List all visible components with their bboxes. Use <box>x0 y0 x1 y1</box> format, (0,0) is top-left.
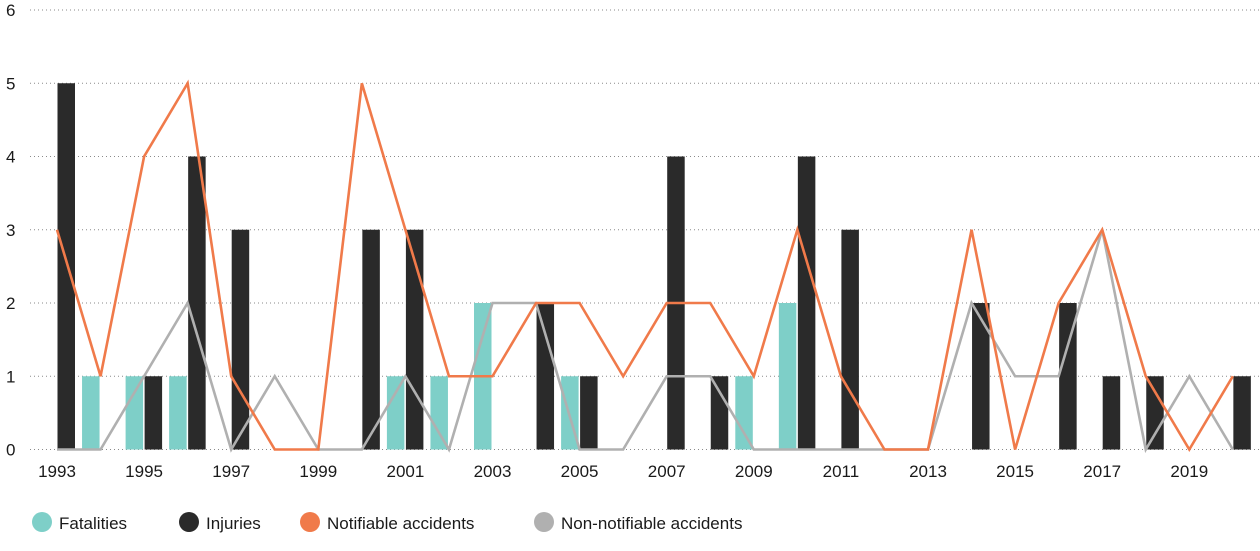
x-tick-label: 2009 <box>735 462 773 481</box>
bar-injuries-2018 <box>1146 376 1164 450</box>
bar-injuries-2005 <box>580 376 598 450</box>
x-tick-label: 2011 <box>823 462 860 481</box>
y-tick-label: 4 <box>6 148 15 167</box>
bar-injuries-2017 <box>1102 376 1121 450</box>
x-tick-label: 2007 <box>648 462 686 481</box>
y-tick-label: 2 <box>6 294 15 313</box>
bar-injuries-2000 <box>362 229 380 450</box>
bar-injuries-2020 <box>1233 376 1251 450</box>
bar-injuries-1997 <box>231 229 250 450</box>
y-tick-label: 1 <box>6 367 15 386</box>
legend: Fatalities Injuries Notifiable accidents No… <box>32 512 742 533</box>
bar-injuries-2011 <box>841 229 859 450</box>
bar-fatalities-2002 <box>430 376 448 450</box>
x-tick-label: 2017 <box>1083 462 1121 481</box>
notifiable-accidentsline <box>55 79 1234 453</box>
legend-marker <box>32 512 52 532</box>
x-tick-label: 1993 <box>38 462 76 481</box>
bar-injuries-2004 <box>536 303 555 450</box>
bar-fatalities-2001 <box>386 376 405 450</box>
legend-marker <box>179 512 199 532</box>
legend-label: Non-notifiable accidents <box>561 514 742 533</box>
bar-injuries-2016 <box>1059 303 1077 450</box>
x-tick-label: 1995 <box>125 462 163 481</box>
x-tick-label: 2001 <box>386 462 424 481</box>
bar-fatalities-1995 <box>125 376 144 450</box>
bar-injuries-1993 <box>57 83 75 450</box>
y-axis-ticks: 0 1 2 3 4 5 6 <box>6 1 15 460</box>
x-tick-label: 1997 <box>212 462 250 481</box>
line-series <box>55 79 1234 454</box>
legend-label: Notifiable accidents <box>327 514 474 533</box>
legend-marker <box>300 512 320 532</box>
bar-fatalities-2009 <box>735 376 753 450</box>
legend-label: Fatalities <box>59 514 127 533</box>
x-axis-ticks: 1993 1995 1997 1999 2001 2003 2005 2007 2009 2011… <box>38 462 1208 481</box>
y-tick-label: 5 <box>6 74 15 93</box>
bar-injuries-2014 <box>972 303 990 450</box>
x-tick-label: 2003 <box>474 462 512 481</box>
y-tick-label: 6 <box>6 1 15 20</box>
x-tick-label: 2019 <box>1170 462 1208 481</box>
legend-label: Injuries <box>206 514 261 533</box>
x-tick-label: 2013 <box>909 462 947 481</box>
bar-injuries-2008 <box>710 376 729 450</box>
y-tick-label: 3 <box>6 221 15 240</box>
bar-injuries-2001 <box>405 229 424 450</box>
legend-marker <box>534 512 554 532</box>
bar-injuries-1996 <box>188 156 206 450</box>
bar-fatalities-2010 <box>778 303 797 450</box>
x-tick-label: 2015 <box>996 462 1034 481</box>
bar-fatalities-1994 <box>82 376 100 450</box>
bar-series <box>57 83 1251 450</box>
bar-fatalities-1996 <box>169 376 187 450</box>
x-tick-label: 1999 <box>299 462 337 481</box>
x-tick-label: 2005 <box>561 462 599 481</box>
y-tick-label: 0 <box>6 441 15 460</box>
bar-injuries-2010 <box>797 156 816 450</box>
bar-injuries-1995 <box>144 376 163 450</box>
